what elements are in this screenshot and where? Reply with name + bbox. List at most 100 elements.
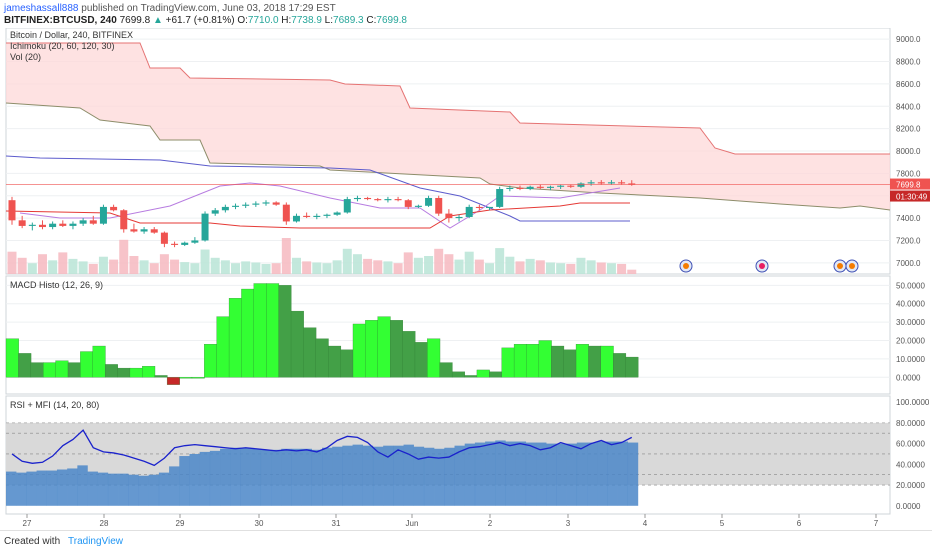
time-tick-label: 5 bbox=[720, 519, 725, 528]
candle-body bbox=[160, 232, 168, 244]
candle-body bbox=[272, 202, 280, 205]
symbol-name: BITFINEX:BTCUSD, 240 bbox=[4, 15, 117, 26]
candle-body bbox=[597, 182, 605, 184]
tradingview-logo-link[interactable]: TradingView bbox=[68, 536, 124, 547]
chart-header: jameshassall888 published on TradingView… bbox=[0, 0, 932, 28]
macd-bar bbox=[464, 375, 478, 378]
time-tick-label: 3 bbox=[566, 519, 571, 528]
candle-body bbox=[171, 243, 179, 245]
publish-line: jameshassall888 published on TradingView… bbox=[4, 3, 336, 14]
price-axis: 7000.07200.07400.07600.07800.08000.08200… bbox=[896, 35, 921, 268]
ichimoku-cloud bbox=[5, 42, 891, 211]
volume-bar bbox=[332, 260, 342, 274]
high-label: H: bbox=[281, 15, 292, 26]
macd-bar bbox=[575, 344, 589, 378]
candle-body bbox=[343, 199, 351, 213]
macd-bar bbox=[154, 375, 168, 378]
volume-bar bbox=[413, 257, 423, 274]
volume-bar bbox=[393, 263, 403, 274]
volume-bar bbox=[434, 248, 444, 274]
mfi-bar bbox=[413, 446, 425, 506]
macd-bar bbox=[340, 349, 354, 378]
candle-body bbox=[425, 197, 433, 206]
candle-body bbox=[201, 213, 209, 241]
macd-bar bbox=[30, 362, 44, 378]
candle-body bbox=[353, 197, 361, 200]
rsi-legend: RSI + MFI (14, 20, 80) bbox=[10, 400, 99, 410]
rsi-tick-label: 40.0000 bbox=[896, 460, 925, 469]
volume-bar bbox=[281, 238, 291, 274]
time-tick-label: 7 bbox=[874, 519, 879, 528]
mfi-bar bbox=[576, 442, 588, 506]
event-marker-4[interactable] bbox=[845, 259, 859, 273]
price-pane-title: Bitcoin / Dollar, 240, BITFINEX bbox=[10, 30, 133, 40]
macd-bar bbox=[18, 353, 32, 378]
volume-bar bbox=[48, 260, 58, 274]
candle-body bbox=[181, 242, 189, 245]
macd-bar bbox=[228, 298, 242, 378]
macd-bar bbox=[55, 360, 69, 378]
macd-bar bbox=[390, 320, 403, 378]
macd-bar bbox=[5, 338, 19, 378]
macd-bar bbox=[526, 344, 540, 378]
mfi-bar bbox=[199, 451, 211, 506]
mfi-bar bbox=[587, 442, 598, 506]
event-markers[interactable] bbox=[679, 259, 859, 273]
price-tick-label: 8400.0 bbox=[896, 102, 921, 111]
macd-bar bbox=[625, 356, 639, 378]
candle-body bbox=[526, 186, 534, 190]
volume-bar bbox=[515, 261, 525, 274]
volume-bar bbox=[312, 262, 322, 274]
event-marker-2[interactable] bbox=[755, 259, 769, 273]
candle-body bbox=[18, 220, 26, 226]
author-link[interactable]: jameshassall888 bbox=[4, 3, 79, 14]
mfi-bar bbox=[36, 470, 47, 506]
volume-bar bbox=[627, 269, 637, 274]
volume-bar bbox=[617, 263, 627, 274]
macd-bar bbox=[266, 283, 280, 378]
volume-bar bbox=[251, 262, 261, 274]
volume-bar bbox=[170, 259, 180, 274]
rsi-pane[interactable]: 0.0000 20.0000 40.0000 60.0000 80.0000 100.00… bbox=[5, 395, 930, 515]
macd-bar bbox=[216, 316, 230, 378]
event-marker-3[interactable] bbox=[833, 259, 847, 273]
macd-pane[interactable]: 0.0000 10.0000 20.0000 30.0000 40.0000 50.000… bbox=[5, 275, 925, 395]
macd-bar bbox=[278, 285, 292, 378]
candle-body bbox=[8, 200, 16, 221]
price-tick-label: 7200.0 bbox=[896, 236, 921, 245]
price-tags: 7699.8 01:30:49 bbox=[6, 178, 930, 202]
volume-bar bbox=[424, 256, 434, 274]
time-tick-label: Jun bbox=[406, 519, 419, 528]
volume-bar bbox=[180, 262, 190, 274]
mfi-bar bbox=[505, 441, 516, 506]
price-tick-label: 9000.0 bbox=[896, 35, 921, 44]
rsi-tick-label: 100.0000 bbox=[896, 398, 930, 407]
event-marker-1[interactable] bbox=[679, 259, 693, 273]
macd-bar bbox=[92, 345, 106, 378]
candle-body bbox=[333, 212, 341, 215]
mfi-bar bbox=[352, 444, 363, 506]
candle-body bbox=[130, 229, 138, 232]
rsi-tick-label: 20.0000 bbox=[896, 481, 925, 490]
candle-body bbox=[486, 206, 494, 209]
time-axis[interactable]: 27 28 29 30 31 Jun 2 3 4 5 6 7 bbox=[23, 514, 879, 528]
footer: Created with TradingView bbox=[0, 530, 932, 551]
volume-bar bbox=[119, 239, 129, 274]
chart-canvas[interactable]: 7000.07200.07400.07600.07800.08000.08200… bbox=[0, 28, 932, 530]
candle-body bbox=[59, 223, 67, 226]
volume-bar bbox=[17, 257, 27, 274]
macd-bar bbox=[142, 366, 156, 378]
candle-body bbox=[384, 199, 392, 201]
mfi-bar bbox=[6, 471, 17, 506]
volume-legend: Vol (20) bbox=[10, 52, 41, 62]
candle-body bbox=[191, 240, 199, 243]
mfi-bar bbox=[301, 448, 313, 506]
tenkan-sen bbox=[5, 202, 630, 229]
price-pane[interactable]: 7000.07200.07400.07600.07800.08000.08200… bbox=[5, 28, 930, 275]
candle-body bbox=[546, 186, 554, 188]
volume-bar bbox=[210, 257, 220, 274]
macd-bar bbox=[204, 344, 218, 378]
rsi-series-line bbox=[11, 429, 633, 467]
macd-tick-label: 40.0000 bbox=[896, 300, 925, 309]
mfi-bar bbox=[67, 468, 78, 506]
